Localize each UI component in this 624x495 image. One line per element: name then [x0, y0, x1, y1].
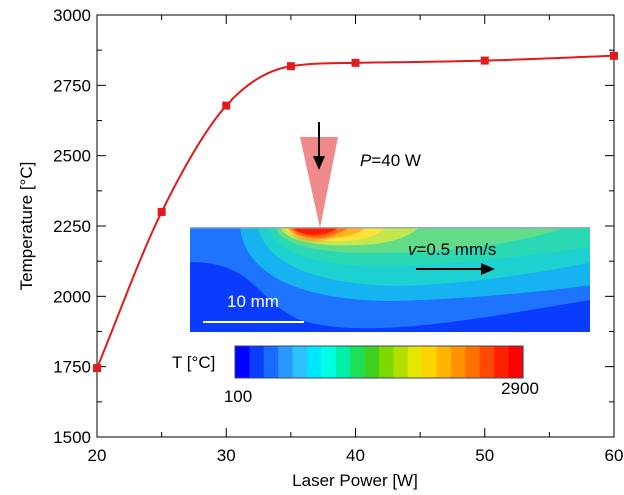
x-axis-label: Laser Power [W] [292, 471, 418, 490]
data-point [480, 56, 489, 65]
y-tick-label: 2250 [53, 217, 91, 236]
laser-beam [300, 137, 338, 228]
data-point [610, 51, 618, 60]
colorbar-segment [494, 346, 510, 378]
data-point [351, 58, 360, 67]
scale-bar-label: 10 mm [227, 292, 279, 311]
velocity-arrow-head [481, 263, 495, 275]
data-point [93, 364, 101, 373]
y-axis-label: Temperature [°C] [17, 162, 36, 291]
colorbar-segment [364, 346, 380, 378]
colorbar-title: T [°C] [172, 353, 215, 372]
data-point [222, 101, 231, 110]
x-tick-label: 50 [475, 446, 494, 465]
data-point [157, 207, 166, 216]
colorbar-segment [393, 346, 409, 378]
colorbar-segment [263, 346, 279, 378]
y-tick-label: 2750 [53, 76, 91, 95]
colorbar-segment [465, 346, 481, 378]
colorbar-segment [479, 346, 495, 378]
y-tick-label: 2500 [53, 147, 91, 166]
colorbar-segment [278, 346, 294, 378]
colorbar-segment [436, 346, 452, 378]
colorbar-segment [235, 346, 250, 378]
colorbar-segment [350, 346, 366, 378]
colorbar-segment [249, 346, 265, 378]
colorbar-segment [307, 346, 322, 378]
colorbar-segment [321, 346, 337, 378]
y-tick-label: 1500 [53, 428, 91, 447]
power-label: P=40 W [360, 151, 421, 170]
temperature-field-inset: P=40 W v=0.5 mm/s 10 mm T [°C] 100 2900 [172, 122, 590, 406]
colorbar-max-label: 2900 [501, 379, 539, 398]
x-tick-label: 40 [346, 446, 365, 465]
colorbar [235, 346, 524, 378]
data-point [286, 62, 295, 71]
data-point-markers [93, 51, 618, 373]
colorbar-segment [451, 346, 466, 378]
colorbar-segment [508, 346, 524, 378]
colorbar-segment [335, 346, 351, 378]
y-tick-label: 2000 [53, 287, 91, 306]
x-tick-label: 30 [217, 446, 236, 465]
x-tick-label: 20 [88, 446, 107, 465]
axis-ticks [96, 14, 615, 438]
y-tick-labels: 1500 1750 2000 2250 2500 2750 3000 [53, 6, 91, 447]
y-tick-label: 3000 [53, 6, 91, 25]
colorbar-frame [234, 345, 524, 379]
colorbar-segment [407, 346, 423, 378]
temperature-field-map [190, 227, 590, 332]
colorbar-segment [422, 346, 438, 378]
y-tick-label: 1750 [53, 358, 91, 377]
laser-arrow-head [313, 156, 325, 170]
x-tick-label: 60 [605, 446, 624, 465]
velocity-label: v=0.5 mm/s [408, 240, 496, 259]
colorbar-segment [379, 346, 394, 378]
colorbar-segment [292, 346, 308, 378]
x-tick-labels: 20 30 40 50 60 [88, 446, 624, 465]
colorbar-min-label: 100 [224, 387, 252, 406]
